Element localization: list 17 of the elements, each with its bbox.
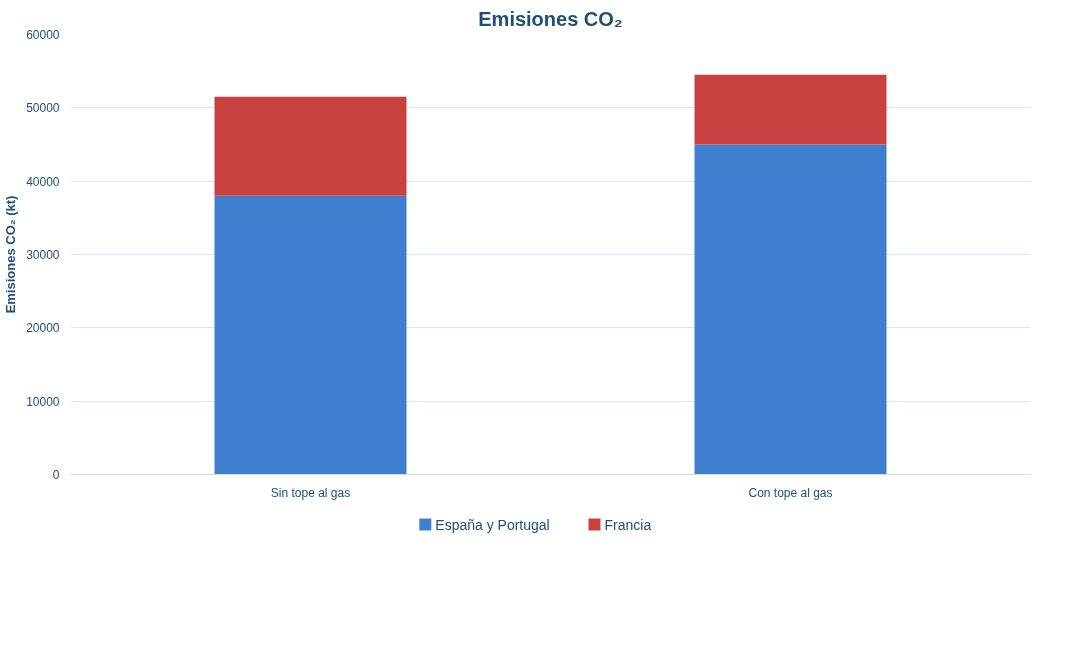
y-tick-label: 30000 bbox=[26, 248, 60, 262]
y-tick-label: 50000 bbox=[26, 101, 60, 116]
bar bbox=[214, 195, 407, 475]
bar bbox=[214, 96, 407, 196]
legend-label: España y Portugal bbox=[435, 516, 550, 533]
y-tick-label: 10000 bbox=[26, 394, 60, 409]
bar bbox=[694, 74, 887, 145]
y-tick-label: 60000 bbox=[26, 28, 60, 42]
y-tick-label: 0 bbox=[52, 468, 60, 482]
chart-title: Emisiones CO₂ bbox=[478, 7, 623, 30]
y-tick-label: 40000 bbox=[26, 174, 60, 189]
x-tick-label: Con tope al gas bbox=[748, 485, 833, 500]
x-tick-label: Sin tope al gas bbox=[270, 485, 351, 500]
y-tick-label: 20000 bbox=[26, 321, 60, 336]
y-axis-title: Emisiones CO₂ (kt) bbox=[3, 195, 19, 314]
legend-label: Francia bbox=[604, 516, 652, 533]
bar bbox=[694, 144, 887, 475]
